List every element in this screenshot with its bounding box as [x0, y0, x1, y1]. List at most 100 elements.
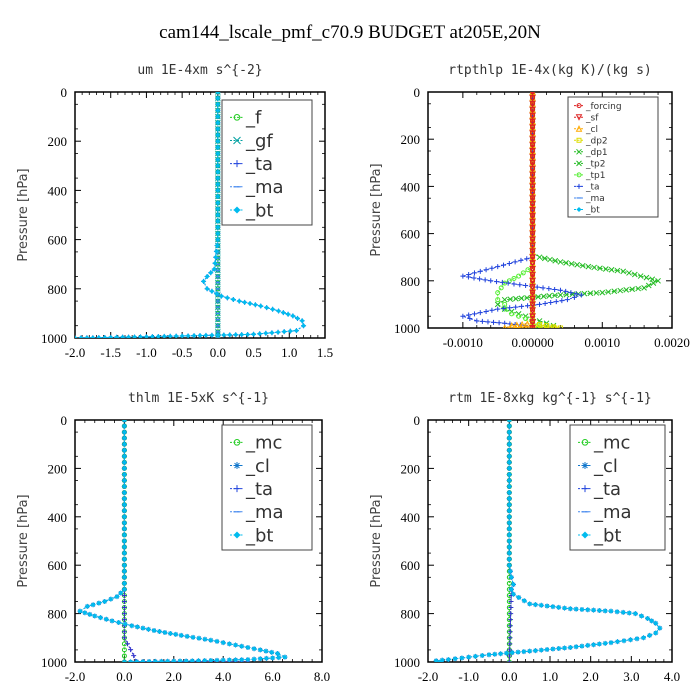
legend: _forcing_sf _cl_dp2 _dp1_tp2 _tp1 _ta_ma _bt — [567, 96, 659, 218]
data-point — [121, 550, 127, 556]
data-point — [78, 335, 84, 338]
data-point — [529, 242, 536, 250]
data-point — [647, 632, 653, 638]
data-point — [466, 312, 472, 318]
data-point — [121, 562, 127, 568]
data-point — [535, 293, 542, 300]
data-point — [512, 259, 518, 265]
data-point — [529, 277, 536, 285]
data-point — [121, 514, 127, 520]
data-point — [214, 657, 220, 662]
legend-marker — [233, 439, 241, 446]
data-point — [649, 618, 655, 624]
data-point — [96, 600, 102, 606]
y-tick-label: 400 — [401, 179, 421, 194]
data-point — [568, 260, 575, 267]
data-point — [167, 333, 173, 338]
x-tick-label: 4.0 — [215, 669, 231, 684]
x-tick-label: 4.0 — [664, 669, 680, 684]
figure-title: cam144_lscale_pmf_c70.9 BUDGET at205E,20… — [159, 22, 541, 43]
data-point — [516, 313, 522, 319]
data-point — [215, 224, 221, 230]
data-point — [505, 280, 511, 286]
data-point — [121, 502, 127, 508]
data-point — [460, 273, 466, 279]
data-point — [226, 641, 232, 647]
data-point — [529, 136, 536, 143]
data-point — [190, 634, 196, 640]
data-point — [452, 656, 458, 662]
legend-label: _cl — [593, 456, 618, 477]
data-point — [245, 644, 251, 650]
data-point — [121, 423, 127, 429]
series-line — [460, 92, 584, 328]
data-point — [155, 333, 161, 338]
data-point — [501, 262, 507, 268]
data-point — [215, 144, 221, 150]
data-point — [502, 306, 508, 312]
chart-panel-3: thlm 1E-5xK s^{-1} Pressure [hPa] 0 200 400 6… — [16, 391, 330, 684]
data-point — [202, 658, 208, 662]
x-tick-label: 0.0 — [210, 345, 226, 360]
data-point — [209, 332, 215, 338]
data-point — [204, 274, 210, 279]
data-point — [574, 261, 581, 268]
data-point — [573, 291, 579, 297]
data-point — [167, 630, 173, 636]
data-point — [121, 586, 127, 592]
legend-marker — [575, 114, 583, 121]
data-point — [645, 282, 652, 289]
data-point — [215, 187, 221, 193]
data-point — [257, 647, 263, 653]
legend-marker — [576, 160, 582, 167]
data-point — [275, 329, 281, 335]
data-point — [557, 259, 564, 265]
data-point — [556, 604, 562, 610]
y-tick-label: 600 — [48, 558, 68, 573]
data-point — [202, 636, 208, 642]
data-point — [215, 194, 221, 200]
y-tick-label: 600 — [48, 233, 68, 248]
data-point — [282, 654, 288, 660]
data-point — [556, 646, 562, 652]
data-point — [215, 95, 221, 101]
data-point — [116, 619, 122, 625]
data-point — [602, 640, 608, 646]
data-point — [445, 657, 451, 662]
data-point — [495, 264, 501, 270]
data-point — [87, 611, 93, 617]
data-point — [203, 332, 209, 338]
data-point — [486, 652, 492, 658]
data-point — [257, 331, 263, 337]
data-point — [214, 291, 220, 297]
data-point — [506, 550, 512, 556]
data-point — [209, 288, 215, 294]
data-point — [494, 301, 501, 308]
legend-marker — [233, 485, 241, 493]
data-point — [529, 165, 536, 173]
data-point — [161, 333, 167, 338]
legend-label: _ma — [593, 502, 632, 523]
data-point — [641, 285, 647, 291]
data-point — [479, 653, 485, 659]
data-point — [629, 286, 636, 293]
data-point — [520, 270, 526, 276]
legend-marker — [575, 125, 583, 132]
data-point — [506, 544, 512, 550]
data-point — [179, 333, 185, 338]
data-point — [204, 286, 210, 292]
data-point — [529, 171, 536, 179]
data-point — [233, 332, 239, 338]
data-point — [506, 423, 512, 429]
data-point — [571, 294, 577, 300]
legend-label: _dp2 — [585, 136, 608, 146]
x-tick-label: -2.0 — [418, 669, 439, 684]
data-point — [173, 333, 179, 338]
data-point — [529, 118, 536, 126]
data-point — [635, 285, 641, 292]
data-point — [502, 301, 508, 307]
data-point — [621, 638, 627, 644]
data-point — [552, 292, 558, 299]
data-point — [591, 642, 597, 648]
data-point — [251, 331, 257, 337]
